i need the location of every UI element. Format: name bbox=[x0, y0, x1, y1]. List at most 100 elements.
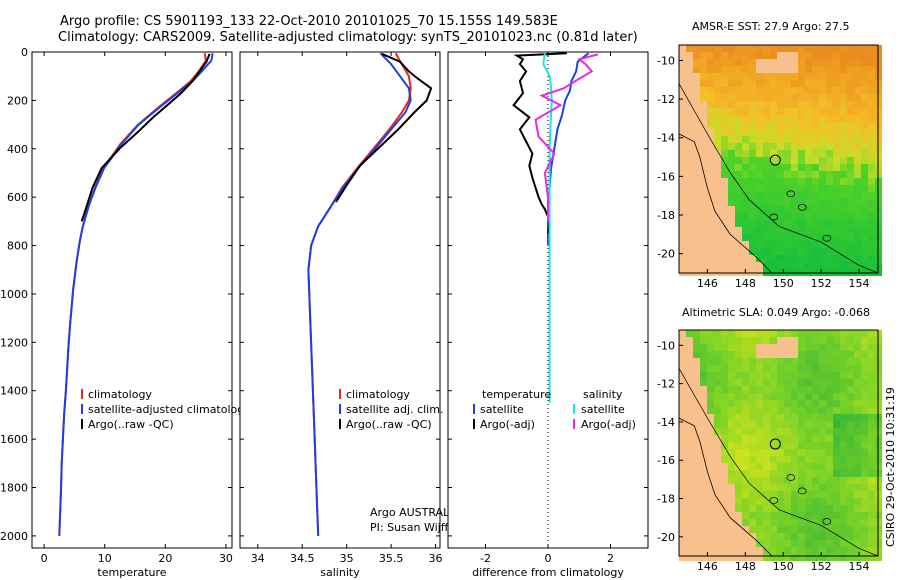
map-cell bbox=[770, 227, 777, 234]
map-cell bbox=[819, 463, 826, 470]
map-cell bbox=[693, 533, 700, 540]
map-cell bbox=[798, 143, 805, 150]
map-cell bbox=[854, 171, 861, 178]
map-cell bbox=[826, 540, 833, 547]
map-cell bbox=[798, 234, 805, 241]
map-cell bbox=[812, 143, 819, 150]
map-cell bbox=[868, 540, 875, 547]
map-cell bbox=[805, 101, 812, 108]
map-cell bbox=[861, 400, 868, 407]
map-cell bbox=[840, 477, 847, 484]
map-cell bbox=[735, 337, 742, 344]
map-cell bbox=[847, 122, 854, 129]
map-cell bbox=[679, 227, 686, 234]
map-cell bbox=[868, 365, 875, 372]
map-cell bbox=[714, 386, 721, 393]
map-cell bbox=[679, 66, 686, 73]
map-cell bbox=[770, 178, 777, 185]
map-cell bbox=[756, 421, 763, 428]
map-cell bbox=[826, 330, 833, 337]
map-cell bbox=[854, 66, 861, 73]
map-cell bbox=[770, 512, 777, 519]
map-cell bbox=[784, 262, 791, 269]
sla-map bbox=[678, 329, 882, 561]
map-cell bbox=[840, 227, 847, 234]
map-cell bbox=[826, 206, 833, 213]
map-cell bbox=[728, 220, 735, 227]
map-cell bbox=[721, 414, 728, 421]
map-cell bbox=[749, 192, 756, 199]
map-cell bbox=[854, 330, 861, 337]
map-cell bbox=[868, 45, 875, 52]
map-cell bbox=[693, 255, 700, 262]
map-cell bbox=[728, 73, 735, 80]
map-cell bbox=[735, 199, 742, 206]
map-cell bbox=[735, 421, 742, 428]
map-cell bbox=[847, 248, 854, 255]
map-cell bbox=[833, 192, 840, 199]
map-cell bbox=[763, 442, 770, 449]
map-cell bbox=[679, 498, 686, 505]
legend-label: Argo(..raw -QC) bbox=[88, 418, 174, 431]
map-cell bbox=[798, 157, 805, 164]
map-cell bbox=[798, 505, 805, 512]
map-cell bbox=[693, 59, 700, 66]
map-cell bbox=[847, 164, 854, 171]
y-tick-label: 2000 bbox=[0, 530, 28, 543]
y-tick-label: -16 bbox=[657, 454, 675, 467]
map-cell bbox=[805, 519, 812, 526]
map-cell bbox=[805, 428, 812, 435]
map-cell bbox=[742, 178, 749, 185]
x-tick-label: 154 bbox=[849, 560, 870, 573]
map-cell bbox=[819, 241, 826, 248]
map-cell bbox=[763, 526, 770, 533]
map-cell bbox=[770, 192, 777, 199]
y-tick-label: 1400 bbox=[0, 385, 28, 398]
map-cell bbox=[749, 220, 756, 227]
map-cell bbox=[749, 449, 756, 456]
map-cell bbox=[742, 129, 749, 136]
map-cell bbox=[749, 115, 756, 122]
map-cell bbox=[791, 143, 798, 150]
map-cell bbox=[868, 136, 875, 143]
map-cell bbox=[728, 442, 735, 449]
map-cell bbox=[693, 470, 700, 477]
map-cell bbox=[805, 178, 812, 185]
map-cell bbox=[714, 554, 721, 561]
map-cell bbox=[770, 554, 777, 561]
map-cell bbox=[756, 80, 763, 87]
map-cell bbox=[847, 227, 854, 234]
map-cell bbox=[700, 540, 707, 547]
map-cell bbox=[700, 365, 707, 372]
map-cell bbox=[812, 45, 819, 52]
map-cell bbox=[840, 59, 847, 66]
map-cell bbox=[707, 164, 714, 171]
map-cell bbox=[840, 115, 847, 122]
map-cell bbox=[756, 463, 763, 470]
map-cell bbox=[770, 442, 777, 449]
map-cell bbox=[840, 262, 847, 269]
map-cell bbox=[728, 337, 735, 344]
map-cell bbox=[777, 477, 784, 484]
map-cell bbox=[805, 526, 812, 533]
map-cell bbox=[833, 185, 840, 192]
map-cell bbox=[721, 234, 728, 241]
map-cell bbox=[735, 386, 742, 393]
map-cell bbox=[742, 192, 749, 199]
map-cell bbox=[868, 178, 875, 185]
map-cell bbox=[749, 421, 756, 428]
map-cell bbox=[728, 164, 735, 171]
map-cell bbox=[833, 52, 840, 59]
map-cell bbox=[833, 477, 840, 484]
map-cell bbox=[700, 498, 707, 505]
map-cell bbox=[686, 59, 693, 66]
map-cell bbox=[728, 351, 735, 358]
map-cell bbox=[784, 150, 791, 157]
map-cell bbox=[784, 498, 791, 505]
map-cell bbox=[714, 526, 721, 533]
map-cell bbox=[728, 470, 735, 477]
map-cell bbox=[784, 414, 791, 421]
map-cell bbox=[819, 101, 826, 108]
map-cell bbox=[721, 428, 728, 435]
legend-label: Argo(..raw -QC) bbox=[346, 418, 432, 431]
